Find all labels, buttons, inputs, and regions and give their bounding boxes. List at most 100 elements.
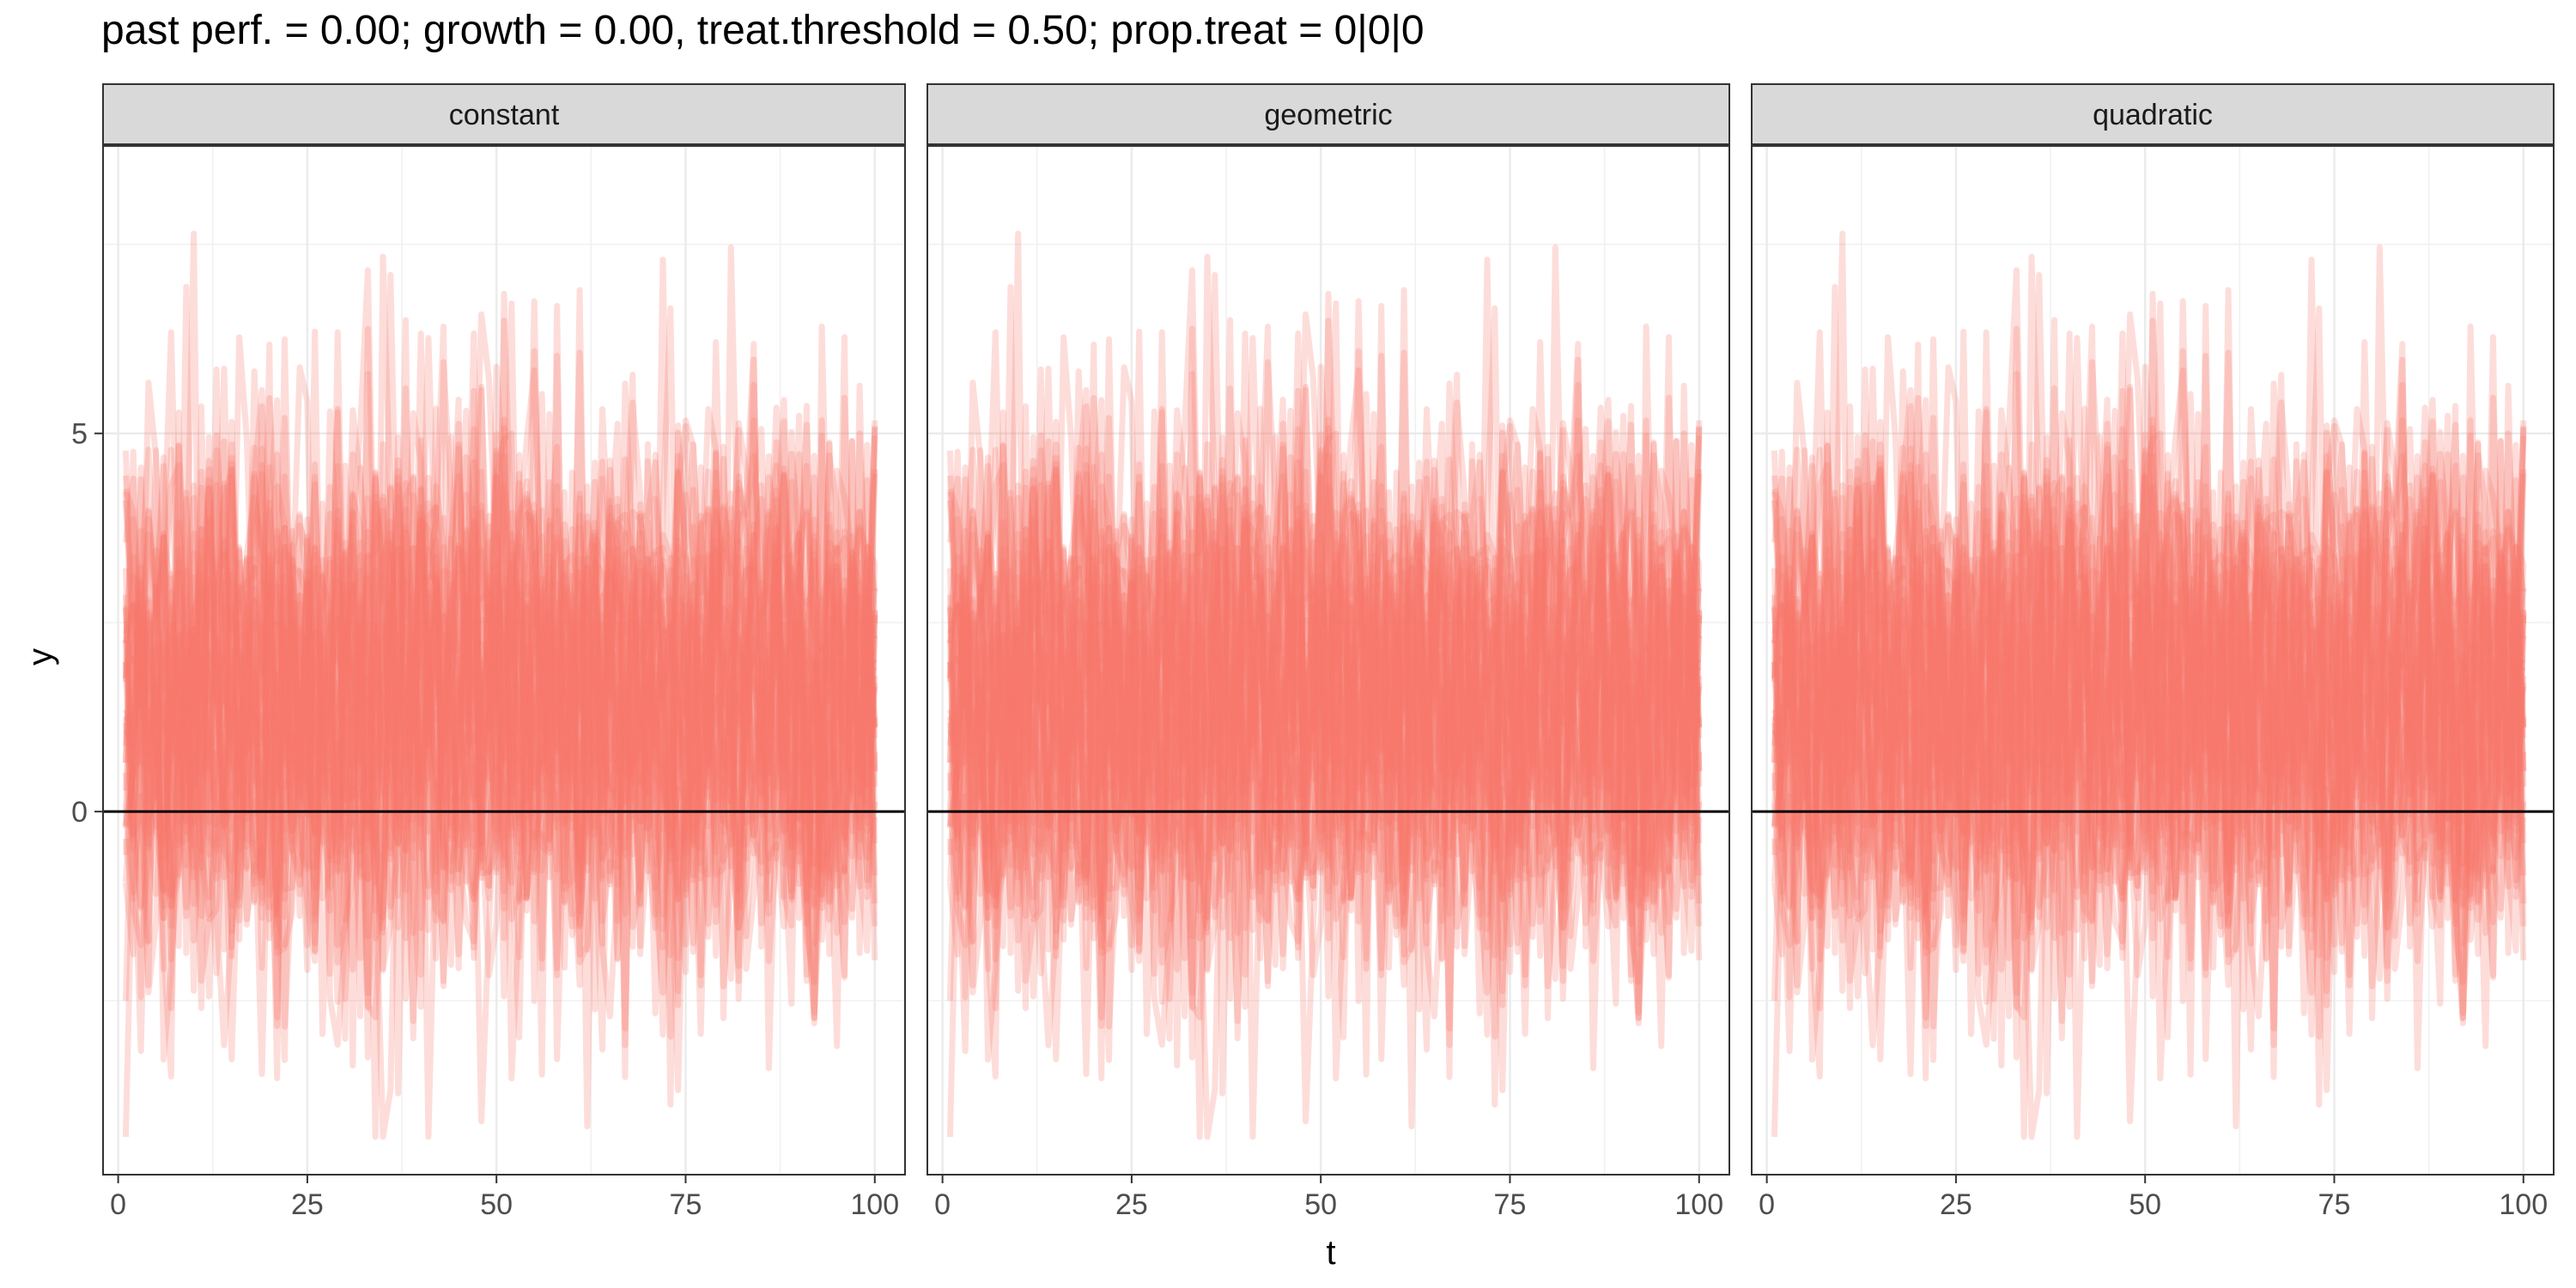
x-tick-label: 75	[2318, 1188, 2351, 1221]
series-line-28	[946, 230, 1703, 1130]
series-line-2	[1771, 341, 2527, 1030]
series-line-4	[1771, 459, 2527, 1097]
series-line-18	[947, 300, 1703, 1030]
facet-strip	[102, 83, 906, 145]
x-tick-label: 25	[1940, 1188, 1972, 1221]
series-line-4	[122, 459, 878, 1097]
series-line-25	[946, 330, 1703, 984]
panel-background	[1752, 146, 2554, 1175]
series-line-36	[1771, 405, 2527, 1140]
series-line-29	[1771, 349, 2527, 1022]
series-line-8	[946, 302, 1703, 1002]
x-tick-label: 75	[1494, 1188, 1527, 1221]
series-line-37	[1771, 366, 2527, 979]
series-line-38	[1771, 395, 2527, 940]
series-line-13	[946, 341, 1702, 978]
series-line-31	[122, 267, 878, 1138]
series-line-14	[1771, 370, 2527, 954]
series-line-1	[122, 422, 878, 1040]
series-line-17	[1771, 334, 2527, 1094]
series-line-1	[946, 422, 1703, 1040]
series-line-3	[1771, 244, 2526, 1072]
series-line-30	[947, 317, 1703, 1140]
facet-strip-label: quadratic	[2093, 99, 2213, 131]
series-line-36	[122, 405, 878, 1140]
series-line-7	[946, 435, 1703, 1063]
series-line-23	[947, 403, 1703, 1019]
series-line-33	[1771, 253, 2527, 1078]
series-line-29	[122, 349, 878, 1022]
series-line-39	[1771, 399, 2527, 1021]
x-tick-label: 50	[1304, 1188, 1337, 1221]
series-line-11	[1771, 271, 2527, 1108]
y-tick-label: 0	[71, 796, 88, 829]
series-line-21	[1771, 335, 2527, 911]
series-line-39	[946, 399, 1703, 1021]
series-line-26	[122, 329, 878, 985]
series-line-21	[122, 335, 878, 911]
series-line-32	[122, 348, 878, 1069]
series-line-9	[122, 386, 878, 1060]
x-tick-label: 75	[670, 1188, 702, 1221]
series-line-1	[1771, 422, 2527, 1040]
series-line-14	[122, 370, 878, 954]
panel-border	[102, 145, 906, 1176]
series-line-15	[122, 298, 878, 1048]
facet-strip	[1751, 83, 2555, 145]
series-line-24	[946, 356, 1702, 1048]
series-line-26	[946, 329, 1703, 985]
series-group	[946, 230, 1703, 1140]
panel-border	[1751, 145, 2555, 1176]
series-line-6	[122, 338, 878, 1037]
series-line-29	[946, 349, 1703, 1022]
series-line-14	[946, 370, 1703, 954]
series-line-28	[1771, 230, 2527, 1130]
facet-panel-geometric: geometric 0 25 50 75 100	[927, 83, 1730, 1221]
facet-strip-label: geometric	[1264, 99, 1392, 131]
series-line-34	[1771, 367, 2527, 1082]
series-line-37	[122, 366, 878, 979]
x-tick-label: 50	[2129, 1188, 2161, 1221]
series-line-23	[1771, 403, 2527, 1019]
series-line-21	[946, 335, 1703, 911]
x-tick-label: 50	[480, 1188, 513, 1221]
series-line-18	[1771, 300, 2527, 1030]
x-tick-label: 0	[1759, 1188, 1775, 1221]
series-line-11	[122, 271, 878, 1108]
x-tick-label: 25	[1115, 1188, 1148, 1221]
series-line-32	[946, 348, 1702, 1069]
series-line-15	[946, 298, 1703, 1048]
x-tick-label: 0	[110, 1188, 126, 1221]
series-line-9	[1771, 386, 2527, 1060]
series-line-31	[1771, 267, 2527, 1138]
series-line-38	[946, 395, 1703, 940]
series-line-20	[122, 287, 878, 1078]
series-group	[122, 230, 878, 1140]
series-line-22	[122, 381, 878, 1082]
y-axis-title: y	[21, 648, 59, 665]
series-line-8	[122, 302, 878, 1002]
series-line-25	[1771, 330, 2527, 984]
series-line-26	[1771, 329, 2527, 985]
series-line-31	[946, 267, 1703, 1138]
series-line-2	[946, 341, 1703, 1030]
y-axis: 05	[71, 418, 103, 829]
facet-strip	[927, 83, 1730, 145]
series-line-33	[946, 253, 1703, 1078]
series-line-35	[1771, 336, 2527, 1009]
series-line-10	[1771, 385, 2527, 1080]
series-line-3	[946, 244, 1702, 1072]
x-tick-label: 100	[850, 1188, 899, 1221]
series-line-30	[123, 317, 878, 1140]
series-line-36	[946, 405, 1703, 1140]
series-line-25	[122, 330, 878, 984]
series-line-35	[122, 336, 878, 1009]
y-tick-label: 5	[71, 418, 88, 451]
series-line-10	[946, 385, 1703, 1080]
series-line-40	[946, 323, 1703, 1080]
series-line-12	[122, 290, 878, 1140]
x-tick-label: 25	[291, 1188, 324, 1221]
series-line-17	[946, 334, 1703, 1094]
series-line-39	[122, 399, 878, 1021]
series-line-3	[122, 244, 878, 1072]
